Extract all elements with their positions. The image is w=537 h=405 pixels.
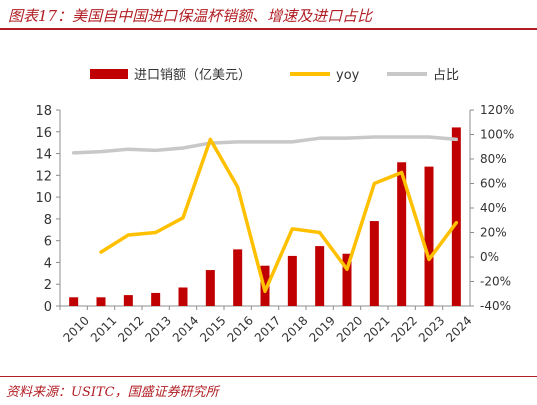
left-tick-label: 18 [35,104,52,119]
bar [123,295,133,306]
bar [233,249,243,306]
share-line [71,135,459,155]
right-tick-label: 80% [480,152,507,166]
right-tick-label: 60% [480,177,507,191]
right-tick-label: 20% [480,226,507,240]
yoy-line [99,137,459,294]
legend-label-share: 占比 [433,68,459,83]
x-tick-label: 2011 [88,313,119,344]
bar [315,246,325,306]
bar [397,162,407,306]
bar [96,297,106,306]
bar [205,270,215,306]
bar [369,221,379,306]
left-tick-label: 14 [35,148,52,163]
right-tick-label: 0% [480,250,499,264]
right-tick-label: -20% [480,275,511,289]
bar [451,127,461,306]
legend-label-yoy: yoy [336,68,360,83]
bar [424,166,434,306]
x-tick-label: 2016 [225,313,256,344]
legend-swatch-bar [90,69,128,79]
legend-label-bar: 进口销额（亿美元） [134,68,251,83]
x-tick-label: 2017 [252,313,283,344]
left-tick-label: 16 [35,126,52,141]
bar [287,255,297,306]
line-series [71,135,459,294]
x-tick-label: 2020 [334,313,365,344]
left-tick-label: 6 [44,235,52,250]
x-tick-label: 2014 [170,313,201,344]
chart-title: 图表17：美国自中国进口保温杯销额、增速及进口占比 [8,7,373,25]
x-tick-label: 2022 [389,313,420,344]
right-tick-label: 120% [480,103,514,117]
bar [178,287,188,306]
source-note: 资料来源：USITC，国盛证券研究所 [6,385,219,400]
left-tick-label: 8 [44,213,52,228]
right-tick-label: 100% [480,128,514,142]
x-tick-label: 2023 [416,313,447,344]
title-divider [0,28,537,30]
bar [342,253,352,306]
x-tick-label: 2021 [361,313,392,344]
x-tick-label: 2010 [61,313,92,344]
bar [151,292,161,306]
left-tick-label: 4 [44,256,52,271]
left-tick-label: 12 [35,169,52,184]
bar [69,297,79,306]
bar-series [69,127,461,306]
footer-divider [0,376,537,377]
right-tick-label: 40% [480,201,507,215]
x-tick-label: 2018 [279,313,310,344]
right-tick-label: -40% [480,299,511,313]
left-tick-label: 0 [44,300,52,315]
left-tick-label: 10 [35,191,52,206]
x-tick-label: 2013 [143,313,174,344]
left-tick-label: 2 [44,278,52,293]
legend: 进口销额（亿美元） yoy 占比 [90,68,459,83]
x-tick-label: 2019 [307,313,338,344]
x-tick-label: 2024 [443,313,474,344]
x-tick-label: 2015 [197,313,228,344]
x-tick-label: 2012 [115,313,146,344]
